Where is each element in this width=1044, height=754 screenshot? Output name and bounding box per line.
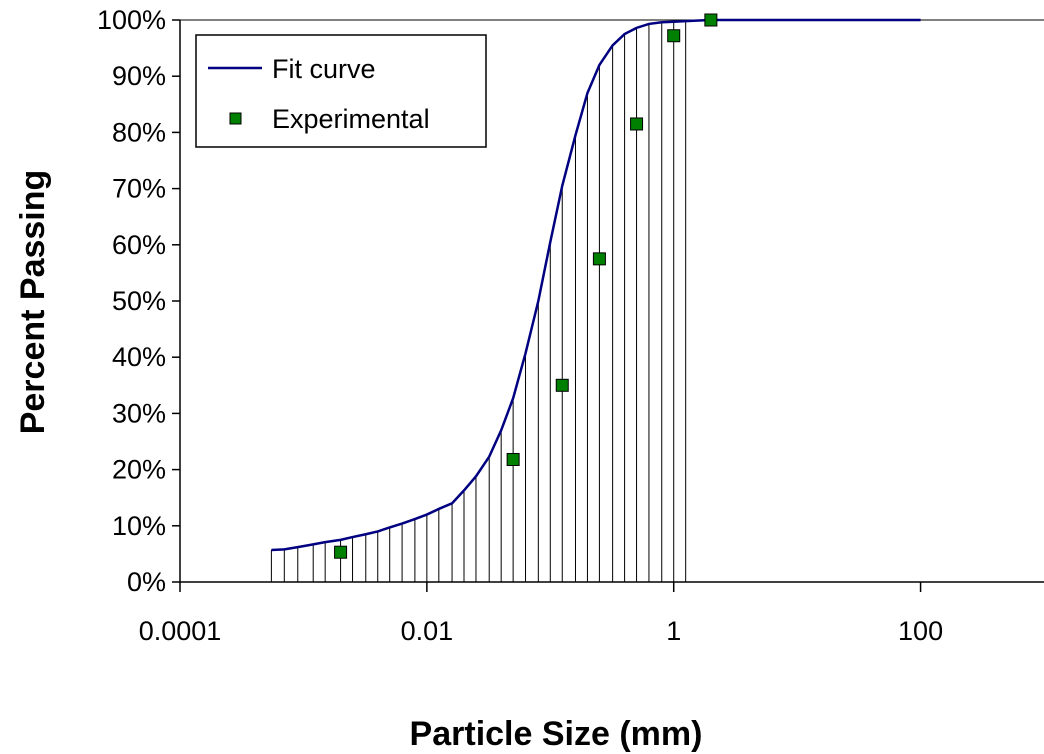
y-tick-label: 40%	[112, 342, 166, 372]
fit-curve-line	[271, 18, 921, 552]
legend-experimental-swatch	[229, 112, 242, 125]
experimental-point	[334, 545, 348, 559]
legend: Fit curve Experimental	[195, 34, 487, 148]
experimental-point	[506, 452, 520, 466]
y-tick-label: 80%	[112, 117, 166, 147]
y-tick-label: 100%	[97, 5, 166, 35]
experimental-point	[555, 378, 569, 392]
y-tick-label: 30%	[112, 398, 166, 428]
experimental-point	[704, 13, 718, 27]
x-ticks: 0.0001 0.01 1 100	[139, 582, 943, 646]
x-tick-label: 0.0001	[139, 616, 222, 646]
legend-experimental-label: Experimental	[272, 104, 430, 134]
legend-box	[195, 34, 487, 148]
y-tick-label: 0%	[127, 567, 166, 597]
y-tick-label: 10%	[112, 511, 166, 541]
experimental-markers	[334, 13, 718, 559]
x-axis-title: Particle Size (mm)	[410, 715, 703, 753]
experimental-point	[592, 252, 606, 266]
plot-area: 0% 10% 20% 30% 40% 50% 60% 70% 80% 90% 100% 0.0001…	[97, 5, 1044, 646]
y-tick-label: 20%	[112, 455, 166, 485]
y-tick-label: 50%	[112, 286, 166, 316]
y-tick-label: 70%	[112, 174, 166, 204]
x-tick-label: 100	[898, 616, 943, 646]
x-tick-label: 0.01	[401, 616, 454, 646]
drop-lines	[270, 21, 687, 582]
x-tick-label: 1	[666, 616, 681, 646]
experimental-point	[630, 117, 644, 131]
legend-fit-curve-label: Fit curve	[272, 54, 376, 84]
y-axis-title: Percent Passing	[14, 170, 52, 435]
y-tick-label: 90%	[112, 61, 166, 91]
experimental-point	[667, 29, 681, 43]
y-tick-label: 60%	[112, 230, 166, 260]
y-ticks: 0% 10% 20% 30% 40% 50% 60% 70% 80% 90% 100%	[97, 5, 180, 597]
